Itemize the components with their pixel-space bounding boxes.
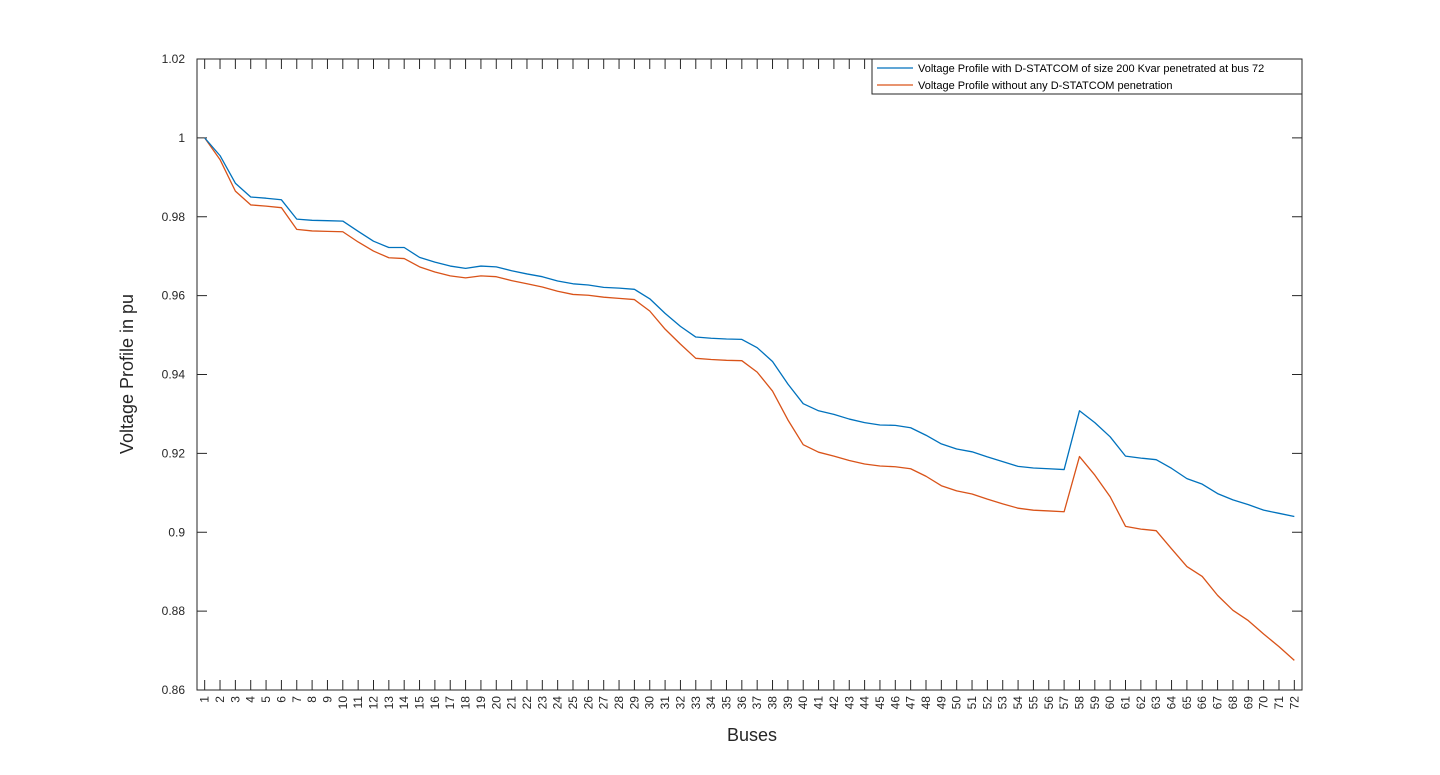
- x-tick-label: 49: [934, 696, 948, 710]
- x-tick-label: 35: [719, 696, 733, 710]
- x-tick-label: 36: [735, 696, 749, 710]
- x-tick-label: 25: [566, 696, 580, 710]
- x-tick-label: 45: [873, 696, 887, 710]
- y-tick-label: 0.88: [162, 604, 186, 618]
- x-tick-label: 41: [812, 696, 826, 710]
- x-tick-label: 44: [858, 696, 872, 710]
- x-tick-label: 55: [1026, 696, 1040, 710]
- x-tick-label: 15: [413, 696, 427, 710]
- y-tick-label: 1: [178, 131, 185, 145]
- x-tick-labels: 1 2 3 4 5 6 7 8 9 10 11 12 13 14 15 16 17 18 19 20 21 22 23 24 2…: [198, 696, 1302, 710]
- x-tick-label: 62: [1134, 696, 1148, 710]
- y-tick-label: 0.92: [162, 446, 186, 460]
- x-tick-label: 7: [290, 696, 304, 703]
- x-tick-label: 43: [842, 696, 856, 710]
- x-tick-label: 48: [919, 696, 933, 710]
- x-tick-label: 65: [1180, 696, 1194, 710]
- x-tick-label: 8: [305, 696, 319, 703]
- x-tick-label: 12: [366, 696, 380, 710]
- x-tick-label: 17: [443, 696, 457, 710]
- series-lines: [204, 137, 1295, 661]
- x-tick-label: 71: [1272, 696, 1286, 710]
- x-tick-label: 72: [1287, 696, 1301, 710]
- x-tick-label: 63: [1149, 696, 1163, 710]
- x-tick-label: 34: [704, 696, 718, 710]
- x-tick-label: 31: [658, 696, 672, 710]
- y-tick-label: 0.96: [162, 289, 186, 303]
- x-tick-label: 53: [996, 696, 1010, 710]
- y-tick-labels: 0.86 0.88 0.9 0.92 0.94 0.96 0.98 1 1.02: [162, 52, 186, 697]
- x-tick-label: 33: [689, 696, 703, 710]
- x-tick-label: 28: [612, 696, 626, 710]
- x-tick-label: 56: [1042, 696, 1056, 710]
- x-tick-label: 19: [474, 696, 488, 710]
- x-tick-label: 61: [1119, 696, 1133, 710]
- legend-label-without-dstatcom: Voltage Profile without any D-STATCOM pe…: [918, 80, 1173, 92]
- x-tick-label: 23: [535, 696, 549, 710]
- x-tick-label: 52: [980, 696, 994, 710]
- series-line-0: [204, 137, 1295, 518]
- x-tick-label: 27: [597, 696, 611, 710]
- x-tick-label: 13: [382, 696, 396, 710]
- y-tick-label: 1.02: [162, 52, 186, 66]
- x-tick-label: 26: [581, 696, 595, 710]
- x-tick-label: 4: [244, 696, 258, 703]
- x-tick-label: 32: [673, 696, 687, 710]
- x-tick-label: 29: [627, 696, 641, 710]
- x-tick-label: 67: [1211, 696, 1225, 710]
- x-tick-label: 70: [1257, 696, 1271, 710]
- x-tick-label: 58: [1072, 696, 1086, 710]
- x-tick-label: 21: [505, 696, 519, 710]
- x-tick-label: 40: [796, 696, 810, 710]
- legend: Voltage Profile with D-STATCOM of size 2…: [871, 58, 1303, 95]
- x-tick-label: 39: [781, 696, 795, 710]
- x-tick-label: 30: [643, 696, 657, 710]
- x-axis-title: Buses: [727, 725, 777, 745]
- x-tick-label: 66: [1195, 696, 1209, 710]
- x-tick-label: 10: [336, 696, 350, 710]
- x-tick-label: 38: [766, 696, 780, 710]
- y-axis-title: Voltage Profile in pu: [117, 294, 137, 454]
- legend-box: [871, 58, 1303, 95]
- x-tick-label: 59: [1088, 696, 1102, 710]
- x-tick-label: 16: [428, 696, 442, 710]
- x-tick-label: 2: [213, 696, 227, 703]
- x-tick-label: 6: [274, 696, 288, 703]
- x-tick-label: 5: [259, 696, 273, 703]
- x-tick-label: 46: [888, 696, 902, 710]
- x-tick-label: 18: [459, 696, 473, 710]
- x-tick-label: 51: [965, 696, 979, 710]
- x-tick-label: 3: [228, 696, 242, 703]
- x-tick-label: 1: [198, 696, 212, 703]
- x-tick-label: 64: [1165, 696, 1179, 710]
- x-tick-label: 20: [489, 696, 503, 710]
- x-tick-label: 57: [1057, 696, 1071, 710]
- x-tick-label: 22: [520, 696, 534, 710]
- x-tick-label: 50: [950, 696, 964, 710]
- x-tick-label: 11: [351, 696, 365, 709]
- x-tick-label: 9: [320, 696, 334, 703]
- x-tick-label: 54: [1011, 696, 1025, 710]
- x-tick-label: 37: [750, 696, 764, 710]
- x-tick-label: 14: [397, 696, 411, 710]
- legend-label-with-dstatcom: Voltage Profile with D-STATCOM of size 2…: [918, 63, 1264, 75]
- x-tick-label: 69: [1241, 696, 1255, 710]
- x-tick-label: 60: [1103, 696, 1117, 710]
- y-tick-label: 0.86: [162, 683, 186, 697]
- series-line-1: [204, 137, 1295, 661]
- y-tick-label: 0.9: [168, 525, 185, 539]
- x-tick-label: 24: [551, 696, 565, 710]
- y-tick-label: 0.98: [162, 210, 186, 224]
- plot-frame: [196, 58, 1303, 691]
- x-tick-label: 47: [904, 696, 918, 710]
- plot-area: [197, 59, 1302, 690]
- x-tick-label: 42: [827, 696, 841, 710]
- y-tick-label: 0.94: [162, 368, 186, 382]
- x-tick-label: 68: [1226, 696, 1240, 710]
